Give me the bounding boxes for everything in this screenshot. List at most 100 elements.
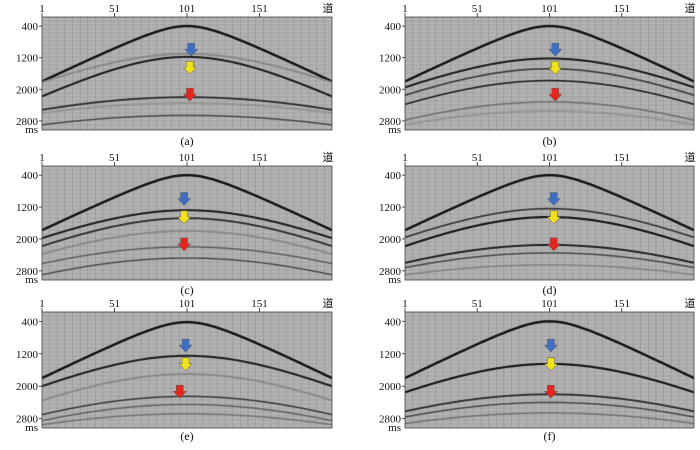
- time-unit-label: ms: [25, 124, 38, 136]
- trace-axis-label: 道: [323, 1, 334, 15]
- reflection-event: [42, 102, 332, 114]
- reflection-event: [405, 57, 694, 89]
- reflection-event: [405, 252, 694, 269]
- trace-tick-label: 101: [541, 152, 558, 164]
- red-arrow-marker: [182, 87, 197, 102]
- time-tick-label: 2800: [379, 414, 402, 426]
- yellow-arrow-marker: [182, 61, 197, 75]
- panel-caption: (a): [180, 134, 193, 148]
- red-arrow-marker: [172, 385, 187, 399]
- time-tick-label: 2800: [16, 414, 39, 426]
- reflection-event: [42, 354, 332, 388]
- time-tick-label: 1200: [16, 349, 39, 361]
- red-arrow-marker: [546, 237, 561, 252]
- time-tick-label: 2800: [16, 266, 39, 278]
- reflection-event: [42, 230, 332, 255]
- reflection-event: [405, 24, 694, 83]
- time-tick-label: 2000: [16, 381, 39, 393]
- trace-axis-label: 道: [685, 296, 696, 310]
- time-tick-label: 2000: [16, 234, 39, 246]
- trace-tick-label: 51: [109, 3, 120, 15]
- reflection-event: [42, 373, 332, 401]
- panel-caption: (c): [180, 283, 193, 297]
- blue-arrow-marker: [177, 192, 192, 206]
- trace-tick-label: 1: [39, 152, 45, 164]
- time-tick-label: 1200: [16, 53, 39, 65]
- trace-tick-label: 151: [614, 298, 631, 310]
- reflection-event: [42, 114, 332, 126]
- time-tick-label: 2000: [379, 381, 402, 393]
- yellow-arrow-marker: [548, 61, 563, 75]
- panel-caption: (b): [543, 134, 557, 148]
- trace-tick-label: 1: [402, 298, 408, 310]
- panel-caption: (e): [180, 429, 193, 443]
- trace-tick-label: 1: [402, 152, 408, 164]
- blue-arrow-marker: [178, 338, 193, 353]
- yellow-arrow-marker: [177, 210, 192, 225]
- reflection-event: [42, 413, 332, 426]
- trace-tick-label: 51: [472, 298, 483, 310]
- trace-axis-label: 道: [685, 1, 696, 15]
- blue-arrow-marker: [184, 42, 199, 57]
- reflection-event: [42, 174, 332, 232]
- trace-tick-label: 151: [614, 152, 631, 164]
- blue-arrow-marker: [543, 338, 558, 353]
- panel-caption: (f): [544, 429, 556, 443]
- reflection-event: [42, 53, 332, 83]
- red-arrow-marker: [177, 237, 192, 252]
- reflection-event: [42, 403, 332, 422]
- time-tick-label: 400: [22, 21, 39, 33]
- reflection-event: [405, 401, 694, 418]
- reflection-event: [405, 101, 694, 121]
- trace-tick-label: 151: [251, 298, 268, 310]
- trace-tick-label: 101: [541, 298, 558, 310]
- yellow-arrow-marker: [178, 357, 193, 372]
- reflection-event: [405, 207, 694, 239]
- trace-tick-label: 151: [251, 3, 268, 15]
- trace-tick-label: 101: [179, 3, 196, 15]
- reflection-event: [405, 320, 694, 380]
- time-tick-label: 2800: [16, 116, 39, 128]
- reflection-event: [42, 24, 332, 83]
- trace-tick-label: 51: [109, 152, 120, 164]
- time-tick-label: 400: [385, 170, 402, 182]
- time-unit-label: ms: [388, 274, 401, 286]
- reflection-event: [42, 320, 332, 380]
- reflection-event: [405, 68, 694, 96]
- trace-axis-label: 道: [323, 296, 334, 310]
- time-tick-label: 400: [22, 316, 39, 328]
- reflection-event: [405, 412, 694, 425]
- trace-tick-label: 1: [402, 3, 408, 15]
- panel-caption: (d): [543, 283, 557, 297]
- time-tick-label: 2800: [379, 266, 402, 278]
- trace-tick-label: 101: [179, 298, 196, 310]
- time-unit-label: ms: [25, 422, 38, 434]
- yellow-arrow-marker: [543, 357, 558, 372]
- time-tick-label: 1200: [379, 53, 402, 65]
- red-arrow-marker: [543, 385, 558, 399]
- time-tick-label: 2000: [379, 234, 402, 246]
- trace-tick-label: 51: [472, 152, 483, 164]
- time-tick-label: 2000: [16, 84, 39, 96]
- time-unit-label: ms: [388, 124, 401, 136]
- time-tick-label: 400: [385, 316, 402, 328]
- yellow-arrow-marker: [546, 210, 561, 225]
- trace-axis-label: 道: [323, 150, 334, 164]
- time-tick-label: 1200: [379, 202, 402, 214]
- trace-tick-label: 1: [39, 298, 45, 310]
- trace-tick-label: 1: [39, 3, 45, 15]
- reflection-event: [405, 110, 694, 126]
- reflection-event: [42, 395, 332, 416]
- time-tick-label: 2800: [379, 116, 402, 128]
- trace-tick-label: 51: [472, 3, 483, 15]
- time-unit-label: ms: [25, 274, 38, 286]
- red-arrow-marker: [548, 87, 563, 102]
